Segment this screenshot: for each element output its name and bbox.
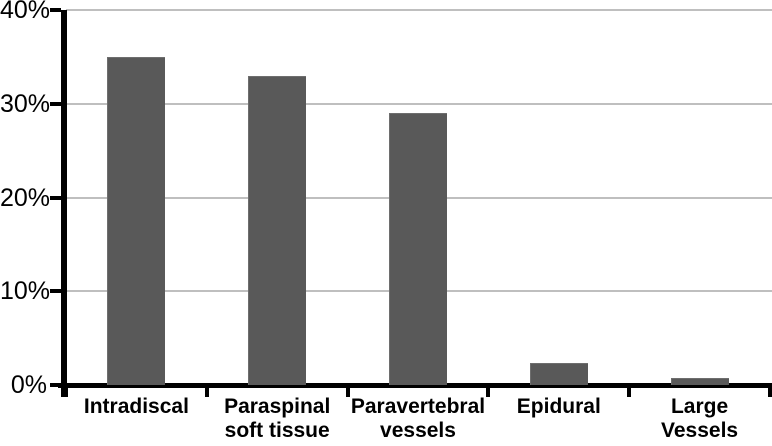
bar-paraspinal-soft-tissue xyxy=(248,75,307,385)
x-tick-boundary-2 xyxy=(345,385,350,397)
y-tick-label-20: 20% xyxy=(0,183,51,212)
x-category-label-line: Paraspinal xyxy=(224,395,331,418)
x-category-label-line: vessels xyxy=(380,419,456,442)
x-category-label-intradiscal: Intradiscal xyxy=(56,395,217,419)
x-category-label-line: Paravertebral xyxy=(350,395,486,418)
y-axis-line xyxy=(61,10,67,397)
gridline-30 xyxy=(66,102,772,105)
bar-epidural xyxy=(529,363,588,385)
bar-paravertebral-vessels xyxy=(389,113,447,385)
y-tick-0 xyxy=(50,383,61,387)
x-category-label-line: Intradiscal xyxy=(83,395,189,418)
x-tick-boundary-5 xyxy=(768,385,772,397)
x-category-label-epidural: Epidural xyxy=(478,395,639,419)
bar-large-vessels xyxy=(670,378,729,385)
y-tick-label-10: 10% xyxy=(0,277,51,306)
x-category-label-line: Large xyxy=(670,395,729,418)
x-axis-line xyxy=(58,383,772,388)
x-tick-boundary-0 xyxy=(64,385,68,397)
gridline-40 xyxy=(66,9,772,11)
x-category-label-line: soft tissue xyxy=(224,419,330,442)
y-tick-10 xyxy=(50,289,61,294)
y-tick-label-40: 40% xyxy=(0,0,51,24)
x-category-label-paravertebral-vessels: Paravertebral vessels xyxy=(338,395,499,443)
x-category-label-paraspinal-soft-tissue: Paraspinal soft tissue xyxy=(197,395,358,443)
x-tick-boundary-4 xyxy=(627,385,632,397)
x-category-label-line: Vessels xyxy=(661,419,739,442)
y-tick-30 xyxy=(50,101,61,106)
y-tick-40 xyxy=(50,8,61,12)
y-tick-label-30: 30% xyxy=(0,89,51,118)
x-category-label-large-vessels: Large Vessels xyxy=(619,395,772,443)
y-tick-20 xyxy=(50,195,61,200)
x-tick-boundary-3 xyxy=(486,385,491,397)
x-category-label-line: Epidural xyxy=(516,395,601,418)
plot-area xyxy=(66,10,770,385)
y-tick-label-0: 0% xyxy=(10,371,47,399)
x-tick-boundary-1 xyxy=(204,385,209,397)
bar-intradiscal xyxy=(107,56,166,385)
